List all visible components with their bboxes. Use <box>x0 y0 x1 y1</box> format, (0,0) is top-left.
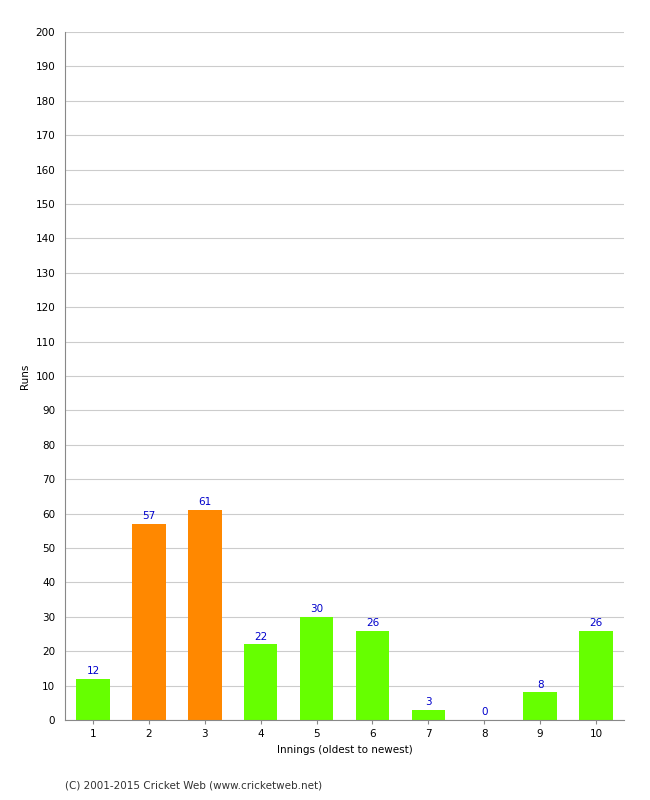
X-axis label: Innings (oldest to newest): Innings (oldest to newest) <box>277 745 412 754</box>
Bar <box>523 693 557 720</box>
Text: 26: 26 <box>366 618 379 628</box>
Bar <box>244 644 278 720</box>
Y-axis label: Runs: Runs <box>20 363 30 389</box>
Text: 3: 3 <box>425 697 432 707</box>
Text: 26: 26 <box>590 618 603 628</box>
Bar <box>356 630 389 720</box>
Bar <box>411 710 445 720</box>
Bar <box>579 630 613 720</box>
Text: 8: 8 <box>537 680 543 690</box>
Text: 61: 61 <box>198 498 211 507</box>
Text: 0: 0 <box>481 707 488 718</box>
Bar <box>132 524 166 720</box>
Text: 22: 22 <box>254 631 267 642</box>
Text: (C) 2001-2015 Cricket Web (www.cricketweb.net): (C) 2001-2015 Cricket Web (www.cricketwe… <box>65 780 322 790</box>
Text: 30: 30 <box>310 604 323 614</box>
Text: 57: 57 <box>142 511 155 521</box>
Bar <box>188 510 222 720</box>
Text: 12: 12 <box>86 666 99 676</box>
Bar <box>76 678 110 720</box>
Bar <box>300 617 333 720</box>
